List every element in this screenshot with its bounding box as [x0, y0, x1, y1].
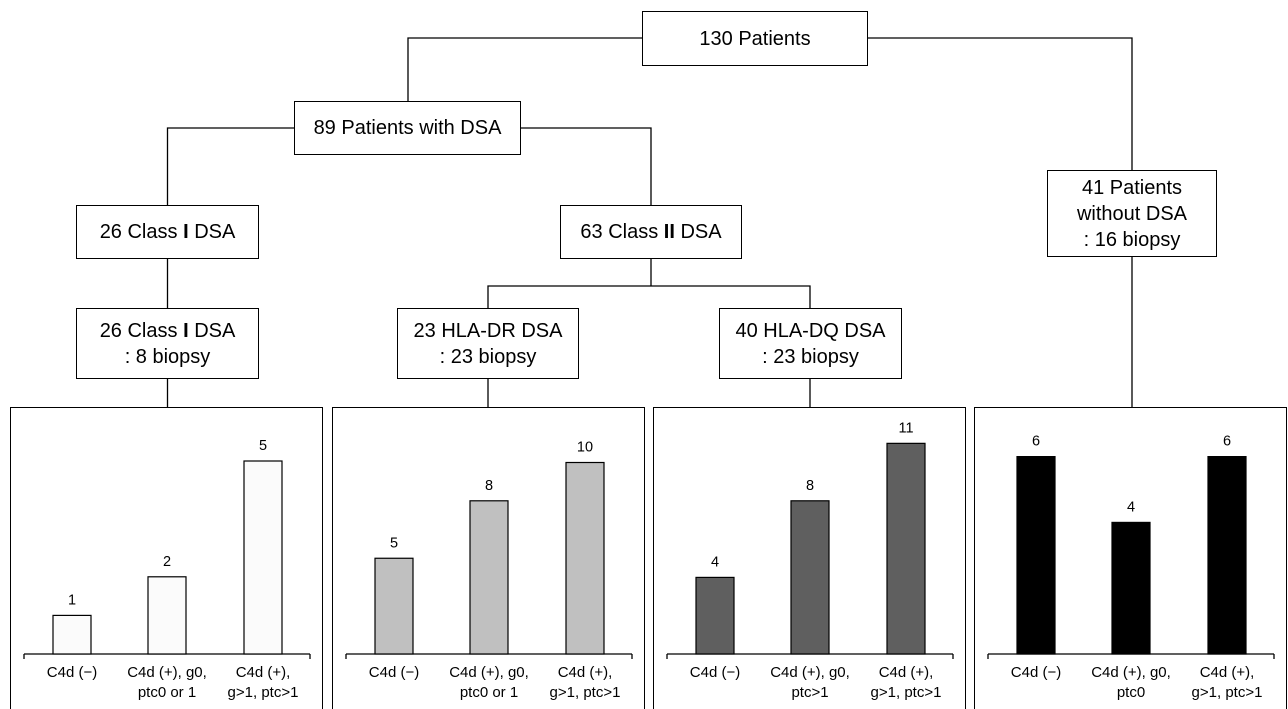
- node-label: 89 Patients with DSA: [313, 117, 502, 139]
- bar-value-label: 1: [68, 592, 76, 608]
- bar: [1111, 521, 1151, 655]
- category-label: ptc0: [1117, 684, 1145, 701]
- node-class-ii-dsa: 63 Class II DSA: [560, 205, 742, 259]
- bar-value-label: 5: [259, 438, 267, 454]
- node-label: 26 Class I DSA: [100, 219, 236, 245]
- node-biopsy-count: : 8 biopsy: [124, 345, 211, 368]
- node-hla-dr-dsa: 23 HLA-DR DSA : 23 biopsy: [397, 308, 579, 379]
- category-label: g>1, ptc>1: [550, 684, 621, 701]
- bar-value-label: 8: [806, 478, 814, 494]
- bar: [147, 576, 187, 655]
- class-numeral: I: [183, 319, 189, 342]
- bar-chart: 4 C4d (−) 8 C4d (+), g0, ptc>1 11 C4d (+), g>1,…: [666, 420, 954, 701]
- node-biopsy-count: : 23 biopsy: [439, 345, 537, 368]
- label-text: 26 Class: [99, 221, 178, 243]
- node-label: 63 Class II DSA: [580, 219, 721, 245]
- category-label: C4d (+), g0,: [127, 664, 207, 681]
- node-total-patients: 130 Patients: [642, 11, 868, 66]
- node-label: 23 HLA-DR DSA: [413, 319, 563, 342]
- category-label: C4d (−): [369, 664, 419, 681]
- bar: [695, 576, 735, 655]
- node-class-i-dsa: 26 Class I DSA: [76, 205, 259, 259]
- label-text: DSA: [680, 221, 722, 243]
- connector-line: [868, 37, 1133, 170]
- category-label: C4d (+),: [558, 664, 613, 681]
- node-patients-with-dsa: 89 Patients with DSA: [294, 101, 521, 155]
- category-label: C4d (+), g0,: [1091, 664, 1171, 681]
- bar-panel-hla-dq: 4 C4d (−) 8 C4d (+), g0, ptc>1 11 C4d (+), g>1,…: [653, 407, 966, 709]
- category-label: C4d (−): [690, 664, 740, 681]
- bar-chart: 5 C4d (−) 8 C4d (+), g0, ptc0 or 1 10 C4d (+),…: [345, 440, 633, 701]
- node-class-i-dsa-biopsy: 26 Class I DSA : 8 biopsy: [76, 308, 259, 379]
- bar-chart: 6 C4d (−) 4 C4d (+), g0, ptc0 6 C4d (+), g>1, p…: [987, 434, 1275, 701]
- label-text: 26 Class: [99, 319, 178, 342]
- node-biopsy-count: : 23 biopsy: [762, 345, 859, 368]
- bar: [1016, 455, 1056, 655]
- category-label: C4d (−): [1011, 664, 1061, 681]
- node-label: 40 HLA-DQ DSA: [735, 319, 886, 342]
- connector-line: [166, 127, 294, 205]
- bar-panel-class-i: 1 C4d (−) 2 C4d (+), g0, ptc0 or 1 5 C4d (+), g…: [10, 407, 323, 709]
- label-text: 63 Class: [580, 221, 659, 243]
- connector-line: [521, 127, 652, 205]
- bar-value-label: 6: [1032, 434, 1040, 450]
- bar-value-label: 10: [577, 440, 593, 456]
- connector-line: [487, 285, 811, 308]
- category-label: g>1, ptc>1: [228, 684, 299, 701]
- bar-value-label: 4: [1127, 499, 1135, 515]
- category-label: C4d (+),: [1200, 664, 1255, 681]
- node-label: without DSA: [1076, 202, 1188, 225]
- category-label: ptc0 or 1: [138, 684, 196, 701]
- bar-panel-hla-dr: 5 C4d (−) 8 C4d (+), g0, ptc0 or 1 10 C4d (+),…: [332, 407, 645, 709]
- class-numeral: I: [183, 221, 189, 243]
- bar: [469, 500, 509, 655]
- bar: [374, 557, 414, 655]
- node-biopsy-count: : 16 biopsy: [1083, 228, 1181, 251]
- category-label: ptc0 or 1: [460, 684, 518, 701]
- category-label: g>1, ptc>1: [1192, 684, 1263, 701]
- connector-line: [407, 37, 642, 101]
- category-label: C4d (−): [47, 664, 97, 681]
- bar: [790, 500, 830, 655]
- bar: [52, 614, 92, 655]
- bar-value-label: 4: [711, 554, 719, 570]
- category-label: C4d (+), g0,: [770, 664, 850, 681]
- node-patients-without-dsa: 41 Patients without DSA : 16 biopsy: [1047, 170, 1217, 257]
- node-label: 130 Patients: [699, 27, 811, 50]
- label-text: DSA: [194, 319, 236, 342]
- bar: [886, 442, 926, 655]
- category-label: C4d (+),: [236, 664, 291, 681]
- bar: [565, 461, 605, 655]
- node-label: 41 Patients: [1081, 176, 1183, 199]
- category-label: C4d (+), g0,: [449, 664, 529, 681]
- category-label: ptc>1: [791, 684, 828, 701]
- node-label: 26 Class I DSA: [100, 318, 236, 344]
- node-hla-dq-dsa: 40 HLA-DQ DSA : 23 biopsy: [719, 308, 902, 379]
- bar: [243, 460, 283, 655]
- bar-value-label: 2: [163, 554, 171, 570]
- bar-chart: 1 C4d (−) 2 C4d (+), g0, ptc0 or 1 5 C4d (+), g…: [23, 438, 311, 701]
- bar: [1207, 455, 1247, 655]
- bar-value-label: 11: [898, 420, 913, 436]
- bar-value-label: 8: [485, 478, 493, 494]
- class-numeral: II: [663, 221, 675, 243]
- label-text: DSA: [194, 221, 236, 243]
- category-label: g>1, ptc>1: [871, 684, 942, 701]
- bar-value-label: 5: [390, 535, 398, 551]
- bar-panel-without-dsa: 6 C4d (−) 4 C4d (+), g0, ptc0 6 C4d (+), g>1, p…: [974, 407, 1287, 709]
- bar-value-label: 6: [1223, 434, 1231, 450]
- category-label: C4d (+),: [879, 664, 934, 681]
